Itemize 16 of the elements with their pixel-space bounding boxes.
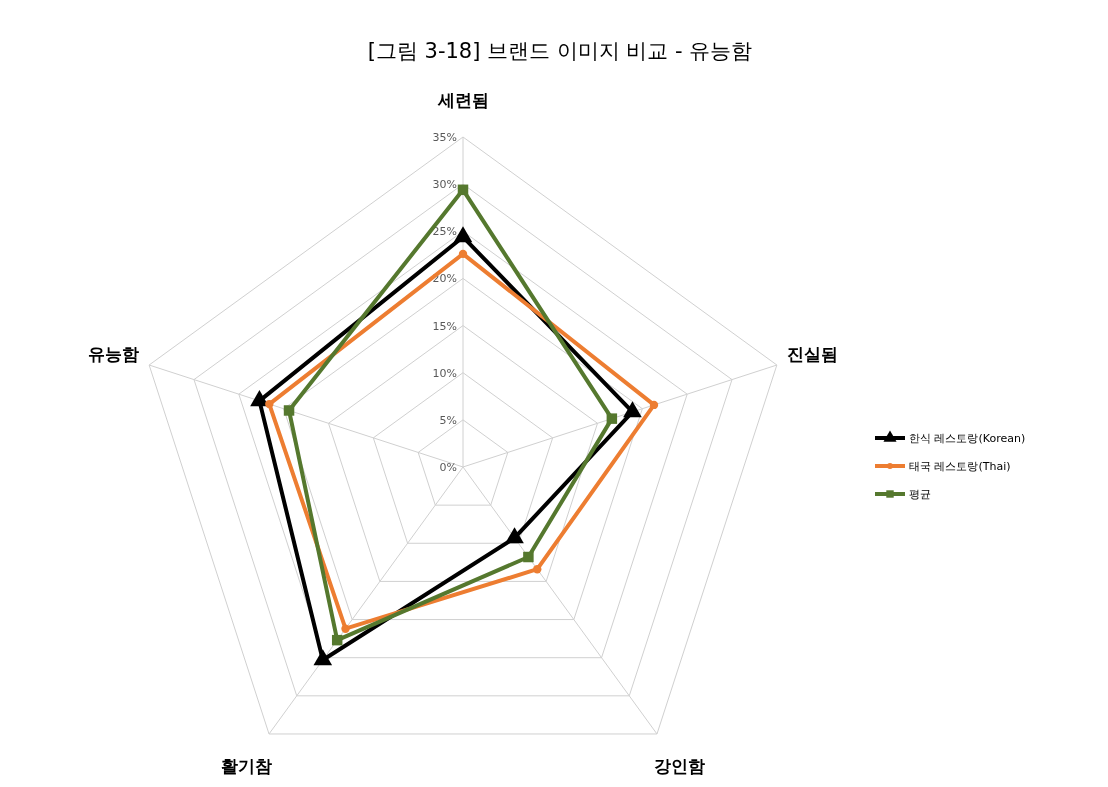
spoke-label: 진실됨	[787, 344, 839, 365]
spoke-label: 유능함	[87, 344, 139, 365]
y-tick-label: 5%	[439, 413, 457, 427]
legend-label: 평균	[909, 488, 931, 501]
y-tick-label: 15%	[432, 319, 457, 333]
spoke-label: 세련됨	[436, 90, 489, 110]
spoke-label: 활기참	[221, 755, 273, 776]
legend-label: 태국 레스토랑(Thai)	[909, 460, 1011, 473]
chart-title: [그림 3-18] 브랜드 이미지 비교 - 유능함	[367, 39, 753, 63]
y-tick-label: 10%	[432, 366, 457, 380]
y-tick-label: 35%	[432, 131, 457, 144]
legend-label: 한식 레스토랑(Korean)	[909, 432, 1026, 445]
y-tick-label: 30%	[432, 178, 457, 192]
spoke-label: 강인함	[653, 755, 705, 776]
y-tick-label: 25%	[432, 225, 457, 239]
y-tick-label: 0%	[439, 461, 457, 474]
